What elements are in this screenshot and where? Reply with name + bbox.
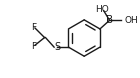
Text: F: F (32, 42, 37, 51)
Text: B: B (106, 15, 113, 25)
Text: OH: OH (125, 16, 139, 25)
Text: HO: HO (95, 5, 109, 14)
Text: S: S (54, 42, 60, 52)
Text: F: F (32, 23, 37, 32)
